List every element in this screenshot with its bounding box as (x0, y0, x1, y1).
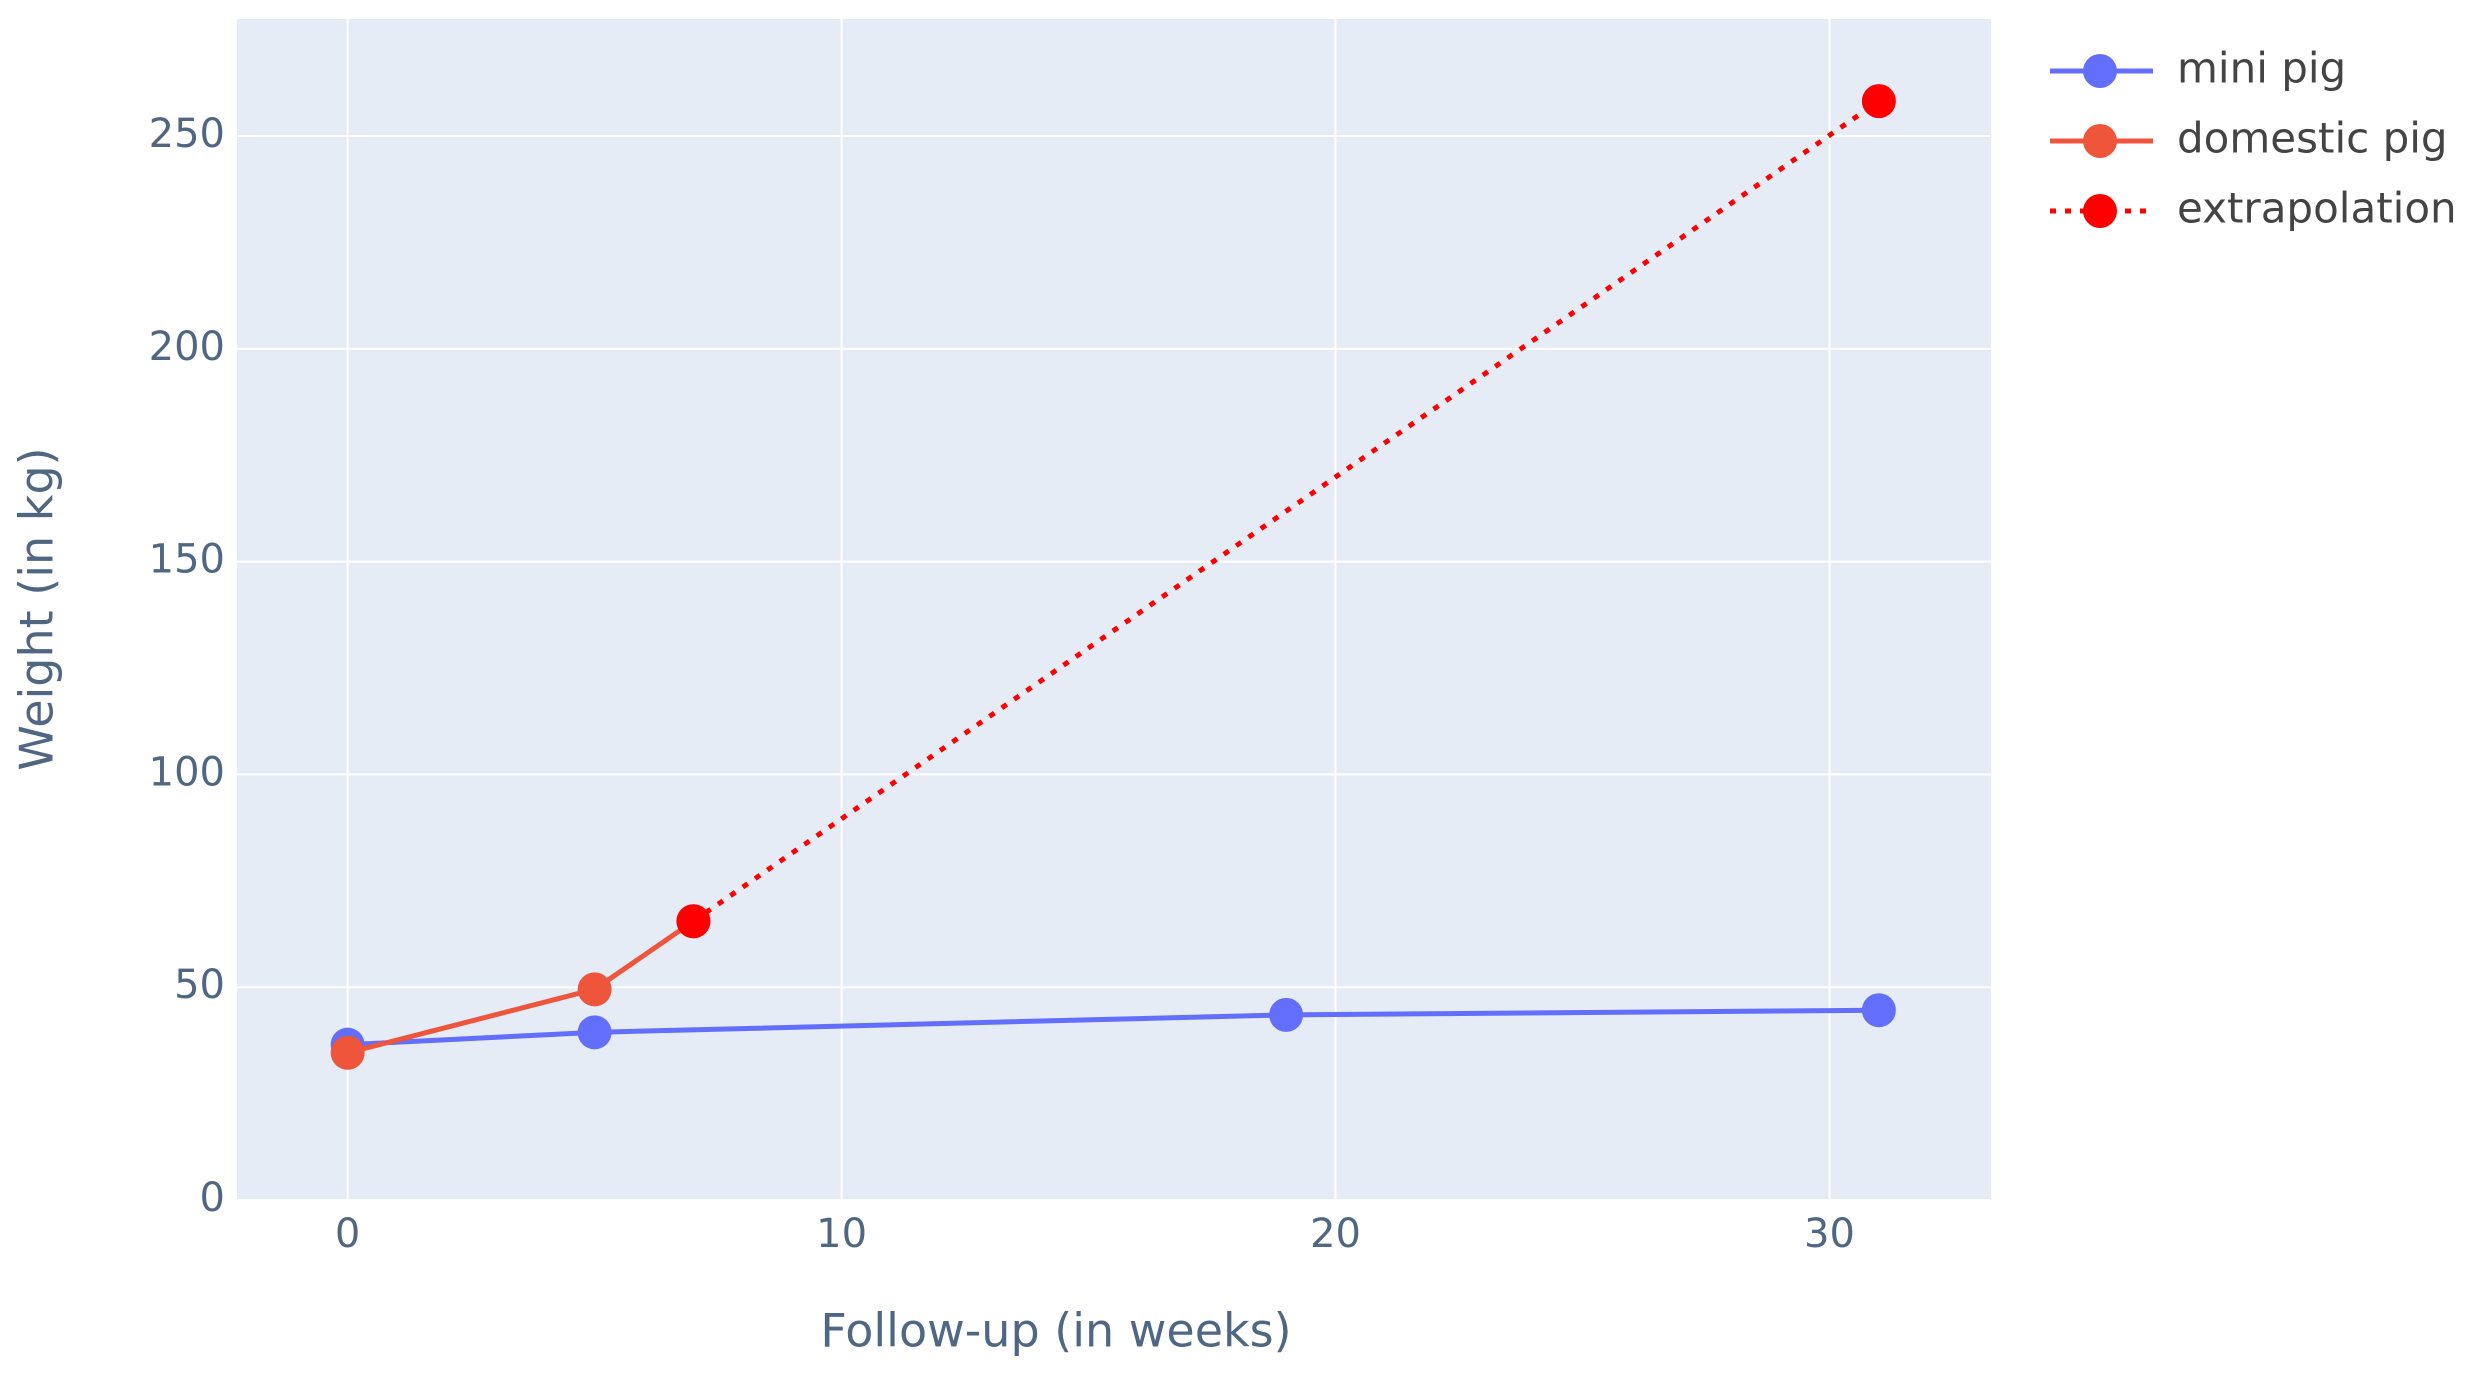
plot-area (237, 19, 1991, 1200)
marker (1269, 997, 1304, 1032)
legend-marker (2083, 124, 2117, 158)
marker (577, 1015, 612, 1050)
x-axis-title: Follow-up (in weeks) (820, 1304, 1291, 1358)
y-tick-label: 200 (149, 324, 225, 370)
marker (577, 972, 612, 1007)
legend-label: domestic pig (2177, 114, 2448, 163)
legend-label: extrapolation (2177, 184, 2457, 233)
legend-marker (2083, 54, 2117, 88)
y-tick-label: 100 (149, 749, 225, 795)
legend-label: mini pig (2177, 44, 2346, 93)
series-line (347, 1007, 1879, 1048)
x-tick-label: 0 (335, 1211, 360, 1257)
legend-marker (2083, 194, 2117, 228)
y-axis-title: Weight (in kg) (10, 447, 64, 770)
y-tick-label: 0 (200, 1175, 225, 1221)
y-tick-label: 250 (149, 111, 225, 157)
x-tick-label: 30 (1804, 1211, 1855, 1257)
marker (330, 1035, 365, 1070)
marker (1861, 84, 1896, 119)
x-tick-label: 10 (816, 1211, 867, 1257)
series-line (691, 99, 1881, 924)
marker (1861, 993, 1896, 1028)
y-tick-label: 50 (174, 962, 225, 1008)
x-tick-label: 20 (1310, 1211, 1361, 1257)
marker (676, 904, 711, 939)
y-tick-label: 150 (149, 537, 225, 583)
